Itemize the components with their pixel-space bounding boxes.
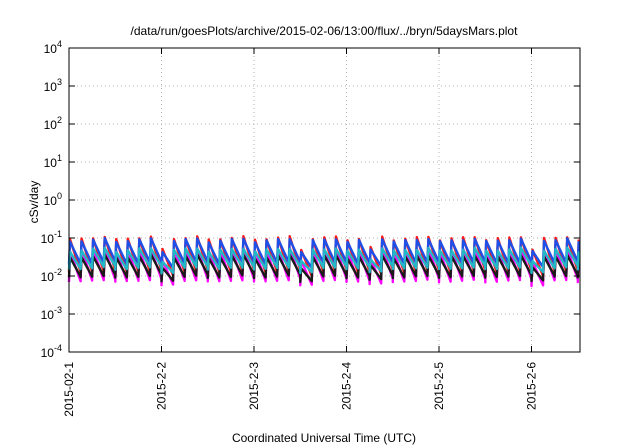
x-tick-label: 2015-02-1 [62,362,76,417]
series-group [67,235,580,288]
y-tick-label: 10-3 [41,305,62,322]
x-tick-label: 2015-2-2 [155,362,169,410]
y-axis: 10-4 10-3 10-2 10-1 100 101 102 103 104 [41,39,580,360]
x-axis-label: Coordinated Universal Time (UTC) [232,431,416,445]
y-tick-label: 100 [44,191,62,208]
y-tick-label: 101 [44,153,62,170]
x-tick-label: 2015-2-4 [340,362,354,410]
x-tick-label: 2015-2-6 [525,362,539,410]
chart-title: /data/run/goesPlots/archive/2015-02-06/1… [131,24,519,38]
x-axis: 2015-02-1 2015-2-2 2015-2-3 2015-2-4 2015-2-… [62,48,539,417]
y-tick-label: 10-2 [41,267,62,284]
grid [69,48,580,352]
y-tick-label: 103 [44,77,62,94]
y-tick-label: 104 [44,39,62,56]
y-axis-label: cSv/day [27,181,41,224]
series-line [67,246,580,275]
x-tick-label: 2015-2-5 [432,362,446,410]
x-tick-label: 2015-2-3 [247,362,261,410]
y-tick-label: 102 [44,115,62,132]
y-tick-label: 10-4 [41,343,62,360]
y-tick-label: 10-1 [41,229,62,246]
